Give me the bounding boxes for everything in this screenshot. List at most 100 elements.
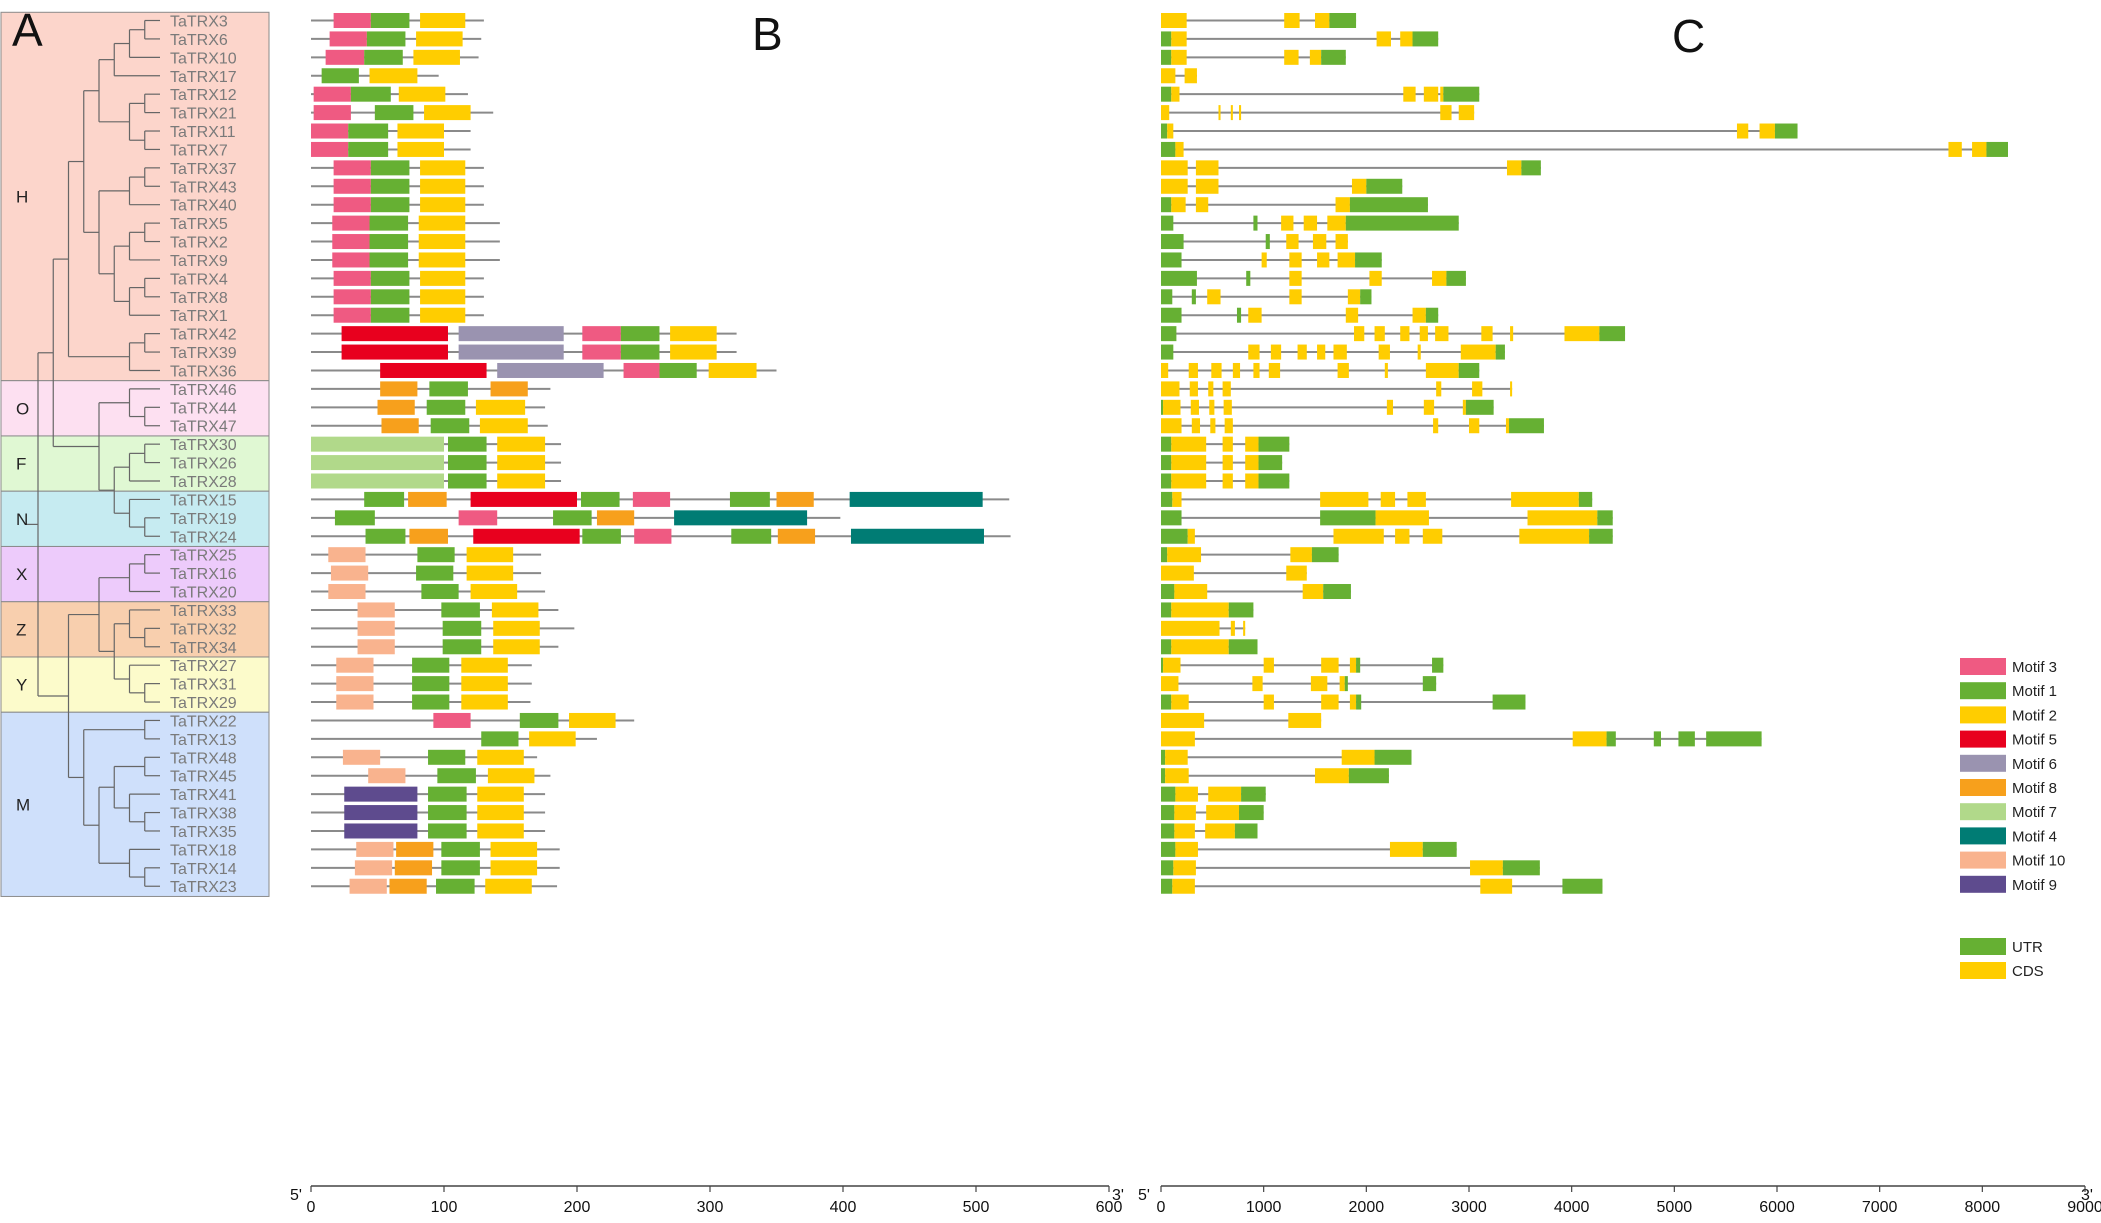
gene-label: TaTRX4 bbox=[170, 271, 228, 288]
group-box-x bbox=[0, 545, 270, 603]
exon-block-cds bbox=[1268, 362, 1281, 378]
exon-block-cds bbox=[1759, 123, 1775, 139]
motif-block-m1 bbox=[412, 694, 450, 710]
motif-block-m1 bbox=[731, 528, 772, 544]
motif-block-m9 bbox=[344, 823, 418, 839]
exon-block-utr bbox=[1597, 510, 1613, 526]
exon-block-utr bbox=[1495, 344, 1505, 360]
exon-block-utr bbox=[1161, 399, 1164, 415]
motif-block-m2 bbox=[670, 344, 717, 360]
exon-block-cds bbox=[1171, 694, 1189, 710]
motif-block-m1 bbox=[370, 13, 410, 28]
exon-block-cds bbox=[1174, 823, 1195, 839]
exon-block-utr bbox=[1258, 436, 1290, 452]
exon-block-cds bbox=[1243, 620, 1246, 636]
exon-block-cds bbox=[1472, 381, 1483, 397]
motif-block-m2 bbox=[397, 141, 444, 157]
exon-block-utr bbox=[1161, 86, 1172, 102]
exon-block-utr bbox=[1422, 676, 1437, 692]
motif-block-m1 bbox=[620, 344, 660, 360]
motif-block-m1 bbox=[370, 197, 410, 213]
legend-swatch-m2 bbox=[1960, 706, 2006, 724]
exon-block-utr bbox=[1374, 749, 1412, 765]
motif-block-m8 bbox=[408, 491, 447, 507]
exon-block-cds bbox=[1248, 307, 1262, 323]
motif-block-m2 bbox=[416, 31, 463, 47]
exon-block-cds bbox=[1436, 381, 1442, 397]
exon-block-utr bbox=[1578, 491, 1593, 507]
exon-block-utr bbox=[1465, 399, 1494, 415]
exon-block-cds bbox=[1171, 473, 1207, 489]
motif-block-m2 bbox=[470, 584, 518, 600]
gene-label: TaTRX24 bbox=[170, 529, 237, 546]
exon-block-cds bbox=[1161, 712, 1205, 728]
gene-structure-panel bbox=[1161, 13, 2008, 894]
exon-block-cds bbox=[1289, 270, 1302, 286]
motif-axis-start: 5' bbox=[290, 1187, 302, 1204]
exon-block-cds bbox=[1312, 234, 1327, 250]
motif-block-m1 bbox=[370, 178, 410, 194]
exon-block-cds bbox=[1232, 362, 1241, 378]
exon-block-cds bbox=[1505, 418, 1510, 434]
exon-block-cds bbox=[1171, 602, 1229, 618]
motif-block-m2 bbox=[398, 86, 446, 102]
exon-block-utr bbox=[1161, 344, 1174, 360]
exon-block-cds bbox=[1195, 178, 1219, 194]
motif-block-m1 bbox=[447, 436, 487, 452]
gene-label: TaTRX41 bbox=[170, 787, 237, 804]
motif-block-m1 bbox=[348, 141, 389, 157]
exon-block-cds bbox=[1252, 676, 1263, 692]
motif-block-m5 bbox=[470, 491, 577, 507]
gene-label: TaTRX19 bbox=[170, 511, 237, 528]
exon-block-cds bbox=[1309, 49, 1322, 65]
motif-block-m1 bbox=[553, 510, 592, 526]
exon-block-utr bbox=[1521, 160, 1541, 176]
exon-block-cds bbox=[1245, 455, 1259, 471]
exon-block-utr bbox=[1239, 805, 1264, 821]
motif-block-m3 bbox=[582, 326, 621, 342]
exon-block-utr bbox=[1509, 418, 1544, 434]
motif-block-m1 bbox=[374, 105, 414, 121]
exon-block-utr bbox=[1161, 878, 1173, 894]
legend-swatch-m8 bbox=[1960, 779, 2006, 796]
exon-block-cds bbox=[1286, 234, 1299, 250]
group-box-z bbox=[0, 601, 270, 658]
motif-block-m10 bbox=[330, 565, 369, 581]
exon-block-cds bbox=[1333, 528, 1384, 544]
exon-block-cds bbox=[1317, 344, 1326, 360]
exon-block-cds bbox=[1289, 252, 1302, 268]
exon-block-utr bbox=[1228, 602, 1254, 618]
gene-label: TaTRX23 bbox=[170, 879, 237, 896]
exon-block-utr bbox=[1589, 528, 1613, 544]
legend-label-m3: Motif 3 bbox=[2012, 659, 2057, 676]
motif-block-m3 bbox=[582, 344, 621, 360]
exon-block-cds bbox=[1161, 381, 1180, 397]
motif-block-m2 bbox=[497, 473, 546, 489]
exon-block-cds bbox=[1462, 399, 1466, 415]
motif-block-m7 bbox=[311, 455, 444, 471]
exon-block-cds bbox=[1527, 510, 1598, 526]
exon-block-cds bbox=[1161, 160, 1188, 176]
structure-axis-tick-label: 9000 bbox=[2067, 1199, 2101, 1216]
exon-block-utr bbox=[1236, 307, 1242, 323]
exon-block-cds bbox=[1207, 289, 1221, 305]
exon-block-cds bbox=[1389, 841, 1423, 857]
exon-block-cds bbox=[1423, 86, 1439, 102]
gene-label: TaTRX29 bbox=[170, 695, 237, 712]
exon-block-cds bbox=[1173, 860, 1196, 876]
gene-label: TaTRX30 bbox=[170, 437, 237, 454]
exon-block-cds bbox=[1972, 141, 1987, 157]
motif-block-m2 bbox=[529, 731, 576, 747]
exon-block-utr bbox=[1443, 86, 1480, 102]
motif-block-m2 bbox=[477, 786, 524, 802]
gene-label: TaTRX16 bbox=[170, 566, 237, 583]
legend-label-m6: Motif 6 bbox=[2012, 756, 2057, 773]
exon-block-cds bbox=[1345, 307, 1359, 323]
exon-block-cds bbox=[1284, 13, 1300, 28]
exon-block-cds bbox=[1310, 676, 1328, 692]
exon-block-utr bbox=[1329, 13, 1357, 28]
motif-block-m2 bbox=[424, 105, 471, 121]
legend-label-m9: Motif 9 bbox=[2012, 877, 2057, 894]
legend-swatch-m4 bbox=[1960, 827, 2006, 845]
motif-block-m5 bbox=[473, 528, 580, 544]
